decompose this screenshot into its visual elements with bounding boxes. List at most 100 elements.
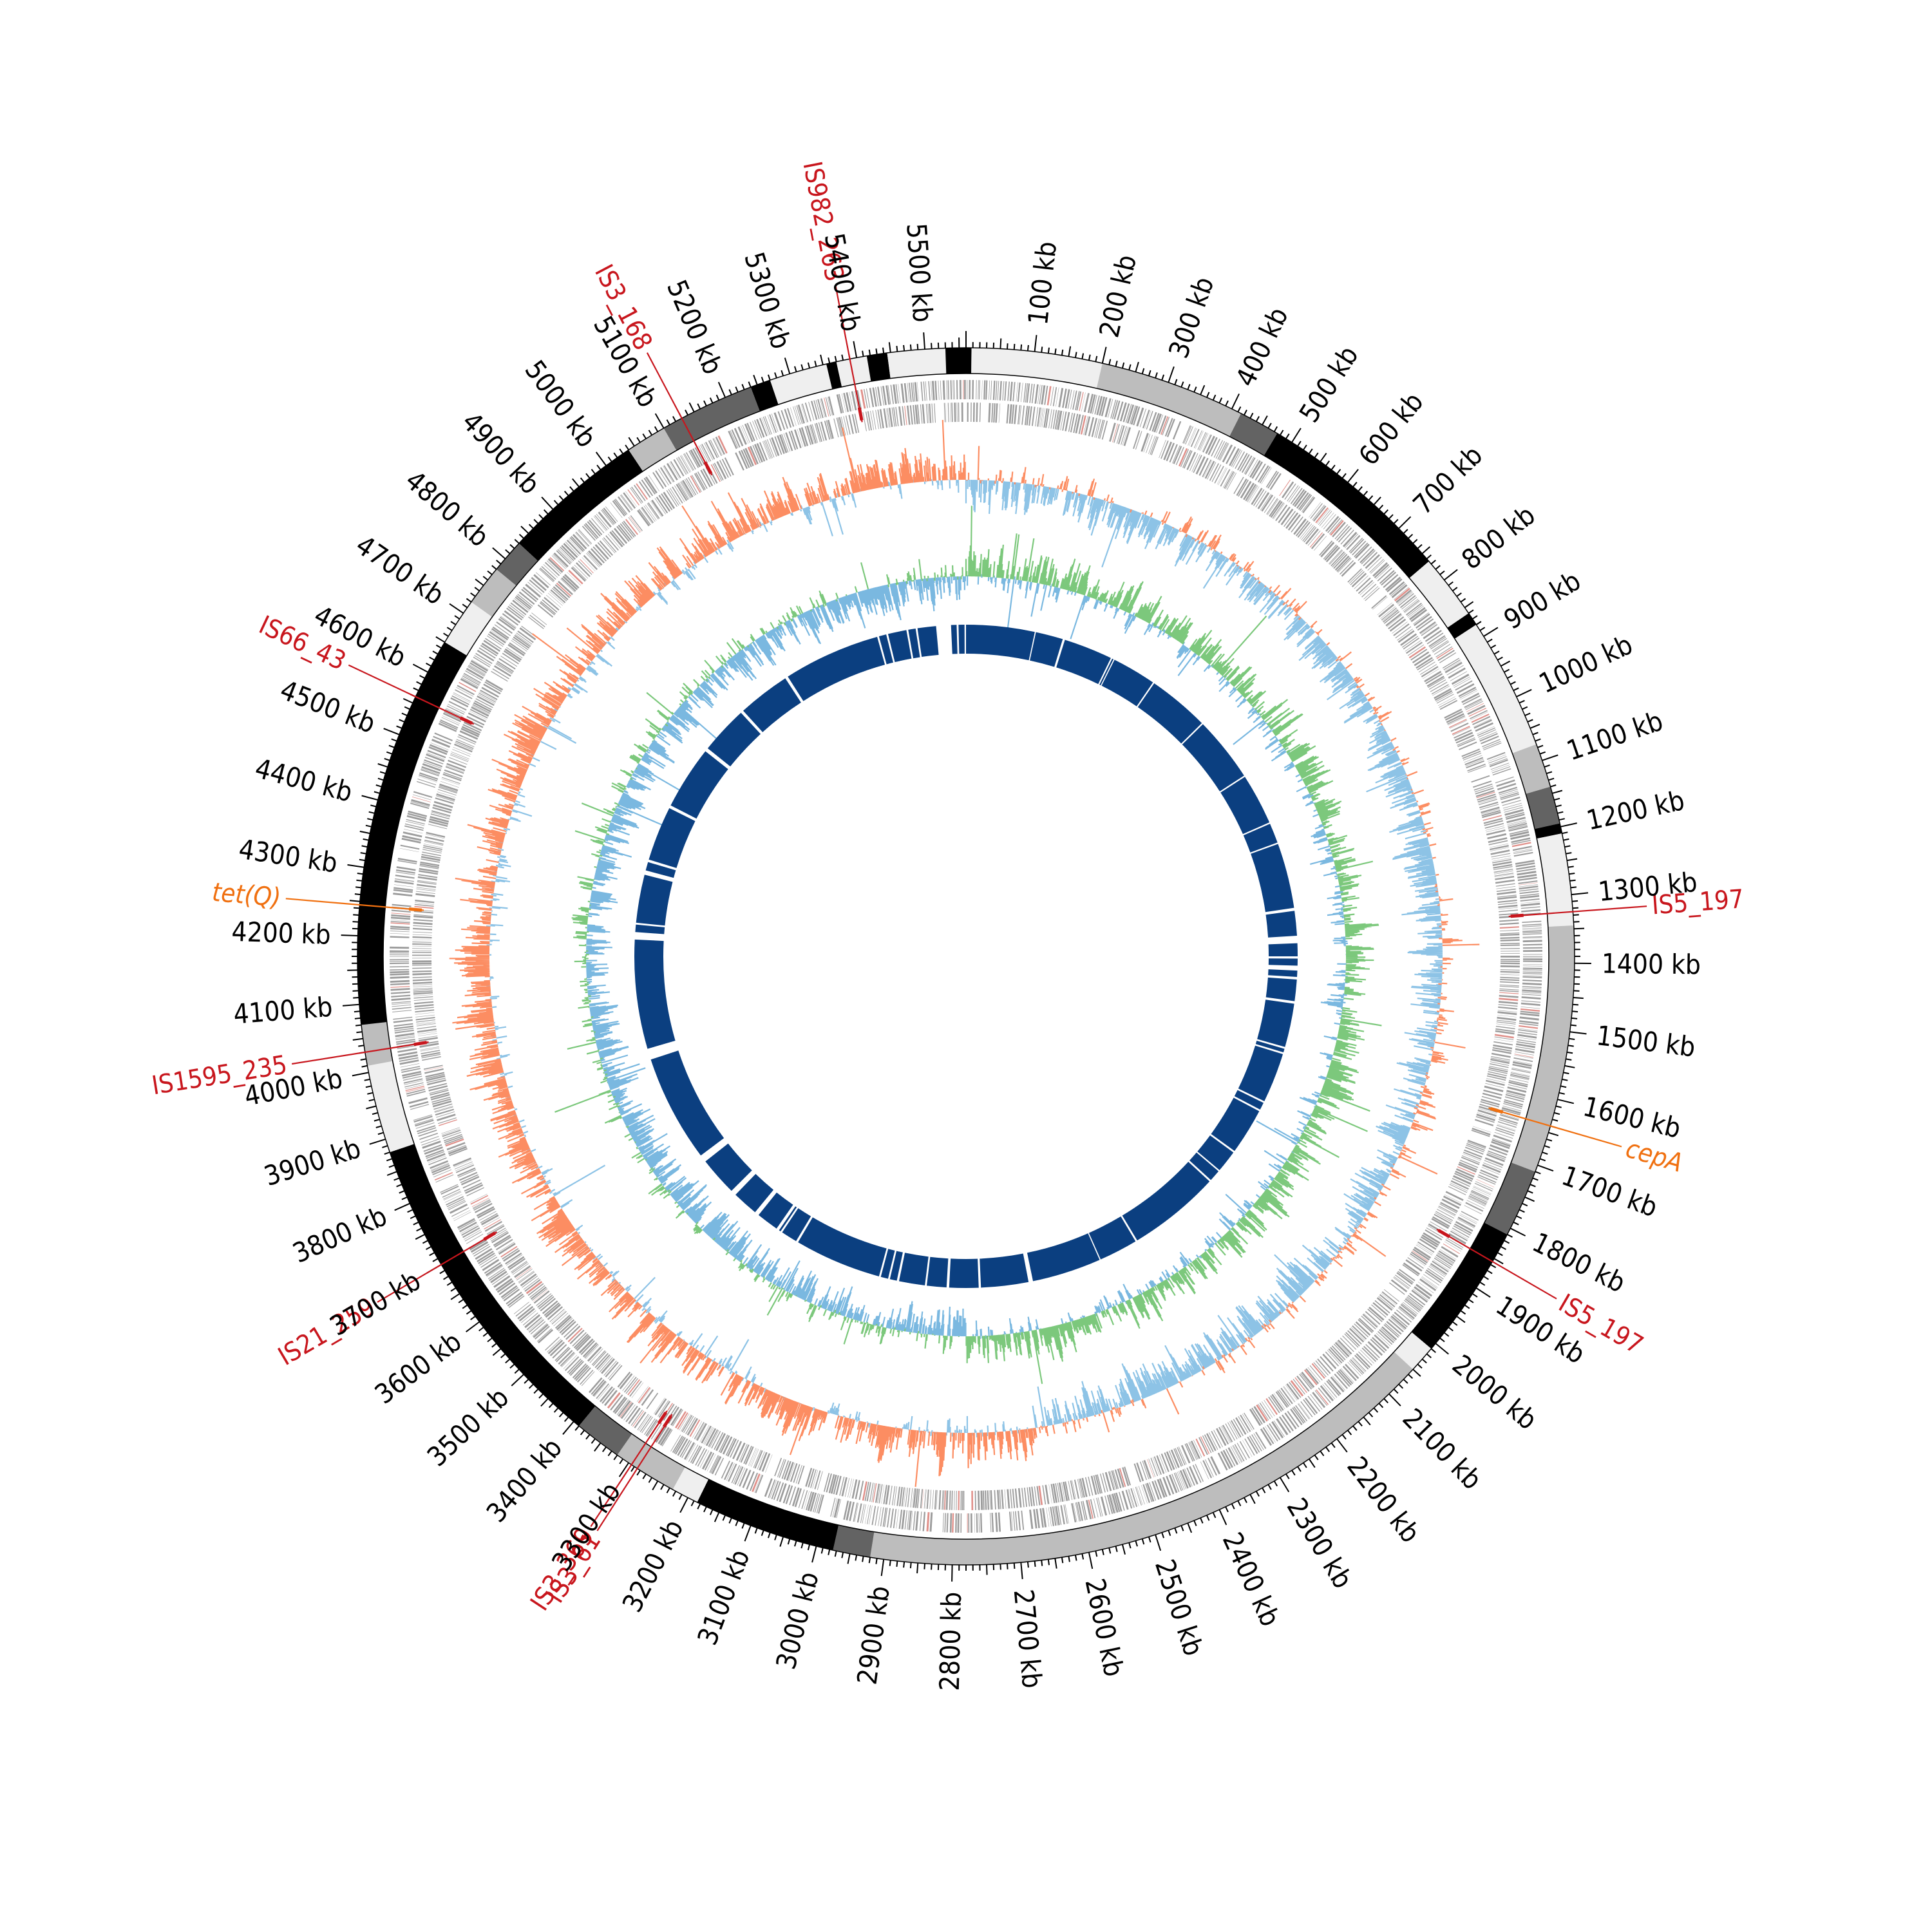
tick-label: 4300 kb	[237, 833, 340, 879]
outer-band-segment-18	[697, 1479, 839, 1551]
tick-label: 2900 kb	[851, 1584, 896, 1687]
annotation-mark-6	[657, 1412, 667, 1425]
contig-ring	[634, 625, 1298, 1288]
tick-label: 4200 kb	[231, 916, 332, 951]
outer-band-segment-0	[966, 348, 972, 374]
tick-label: 3400 kb	[480, 1432, 569, 1528]
outer-band-segment-33	[770, 364, 833, 405]
contig-block-28	[898, 1253, 929, 1286]
outer-band-segment-22	[390, 1144, 596, 1426]
contig-block-25	[980, 1253, 1029, 1288]
outer-band-segment-1	[971, 348, 1103, 389]
tick-label: 2300 kb	[1281, 1493, 1359, 1594]
outer-band-segment-17	[833, 1525, 875, 1558]
contig-block-38	[634, 939, 676, 1049]
outer-band-segment-10	[1535, 823, 1562, 839]
tick-label: 1200 kb	[1584, 784, 1687, 837]
annotation-leader-3	[285, 898, 424, 911]
contig-block-42	[649, 808, 696, 868]
tick-label: 3600 kb	[369, 1325, 468, 1410]
outer-band-segment-16	[870, 1352, 1414, 1566]
outer-band-segment-27	[471, 569, 516, 618]
contig-block-47	[878, 634, 893, 665]
contig-block-13	[1268, 969, 1298, 977]
scale-ticks	[341, 331, 1591, 1582]
contig-block-14	[1265, 977, 1297, 1001]
tick-label: 3500 kb	[421, 1381, 515, 1472]
annotation-mark-7	[662, 1415, 673, 1428]
contig-block-52	[958, 625, 965, 654]
annotation-mark-1	[703, 461, 713, 475]
contig-block-29	[889, 1251, 903, 1281]
tick-label: 1500 kb	[1595, 1019, 1697, 1063]
annotation-leader-0	[835, 286, 863, 422]
contig-block-36	[705, 1143, 752, 1191]
outer-band-ring	[357, 347, 1575, 1566]
contig-block-6	[1182, 724, 1244, 791]
contig-block-33	[779, 1206, 797, 1231]
tick-label: 3800 kb	[288, 1200, 392, 1269]
outer-band-segment-14	[1411, 1222, 1508, 1349]
annotation-mark-5	[483, 1231, 497, 1241]
cds-forward-track	[389, 379, 1543, 1533]
outer-band-segment-30	[629, 428, 677, 471]
tick-label: 3100 kb	[691, 1546, 755, 1649]
contig-block-35	[735, 1173, 774, 1213]
contig-block-26	[949, 1258, 979, 1288]
tick-label: 800 kb	[1455, 499, 1540, 576]
gc-skew-track	[554, 506, 1382, 1384]
annotation-mark-10	[1437, 1229, 1451, 1238]
outer-band-segment-7	[1454, 625, 1537, 753]
tick-label: 5200 kb	[661, 275, 729, 379]
tick-label: 2800 kb	[934, 1591, 967, 1691]
contig-block-15	[1257, 999, 1294, 1047]
contig-block-37	[650, 1050, 724, 1156]
contig-block-45	[743, 678, 801, 732]
annotation-mark-0	[857, 407, 864, 421]
tick-label: 2700 kb	[1008, 1588, 1048, 1690]
tick-label: 4800 kb	[399, 464, 495, 553]
tick-label: 700 kb	[1407, 439, 1489, 520]
outer-band-segment-3	[1229, 413, 1278, 456]
contig-block-4	[1101, 659, 1153, 706]
annotation-leader-1	[646, 352, 713, 476]
contig-block-7	[1220, 777, 1270, 835]
outer-band-segment-4	[1264, 433, 1429, 578]
annotation-mark-9	[1490, 1107, 1504, 1114]
gc-content-positive	[449, 420, 1480, 1487]
tick-label: 4500 kb	[276, 674, 379, 739]
tick-label: 300 kb	[1162, 272, 1220, 362]
contig-block-44	[707, 712, 761, 767]
outer-ring-inner-border	[383, 373, 1549, 1540]
contig-block-12	[1268, 958, 1298, 966]
outer-band-segment-26	[444, 601, 493, 656]
tick-label: 4400 kb	[252, 752, 355, 808]
tick-label: 1400 kb	[1602, 948, 1701, 981]
contig-block-0	[966, 625, 1035, 661]
contig-block-2	[1056, 639, 1111, 685]
tick-label: 500 kb	[1293, 340, 1365, 428]
contig-block-24	[1027, 1233, 1100, 1282]
tick-label: 900 kb	[1499, 565, 1586, 636]
outer-band-segment-13	[1484, 1162, 1535, 1235]
annotation-mark-8	[1510, 913, 1524, 918]
tick-label: 4900 kb	[456, 406, 546, 500]
outer-band-segment-8	[1512, 744, 1551, 794]
tick-label: 3200 kb	[616, 1515, 690, 1617]
contig-block-41	[645, 862, 676, 878]
outer-band-segment-21	[578, 1406, 632, 1455]
annotation-mark-3	[408, 907, 422, 912]
outer-band-segment-12	[1511, 925, 1575, 1172]
contig-block-20	[1197, 1135, 1234, 1171]
contig-block-9	[1251, 844, 1294, 913]
gc-content-negative	[486, 477, 1443, 1437]
contig-block-49	[908, 628, 920, 659]
tick-label: 4100 kb	[232, 991, 334, 1030]
tick-label: 5300 kb	[738, 249, 797, 353]
annotation-leader-6	[590, 1410, 668, 1528]
contig-block-19	[1211, 1097, 1260, 1151]
tick-label: 2400 kb	[1217, 1528, 1287, 1631]
outer-band-segment-38	[945, 348, 966, 374]
